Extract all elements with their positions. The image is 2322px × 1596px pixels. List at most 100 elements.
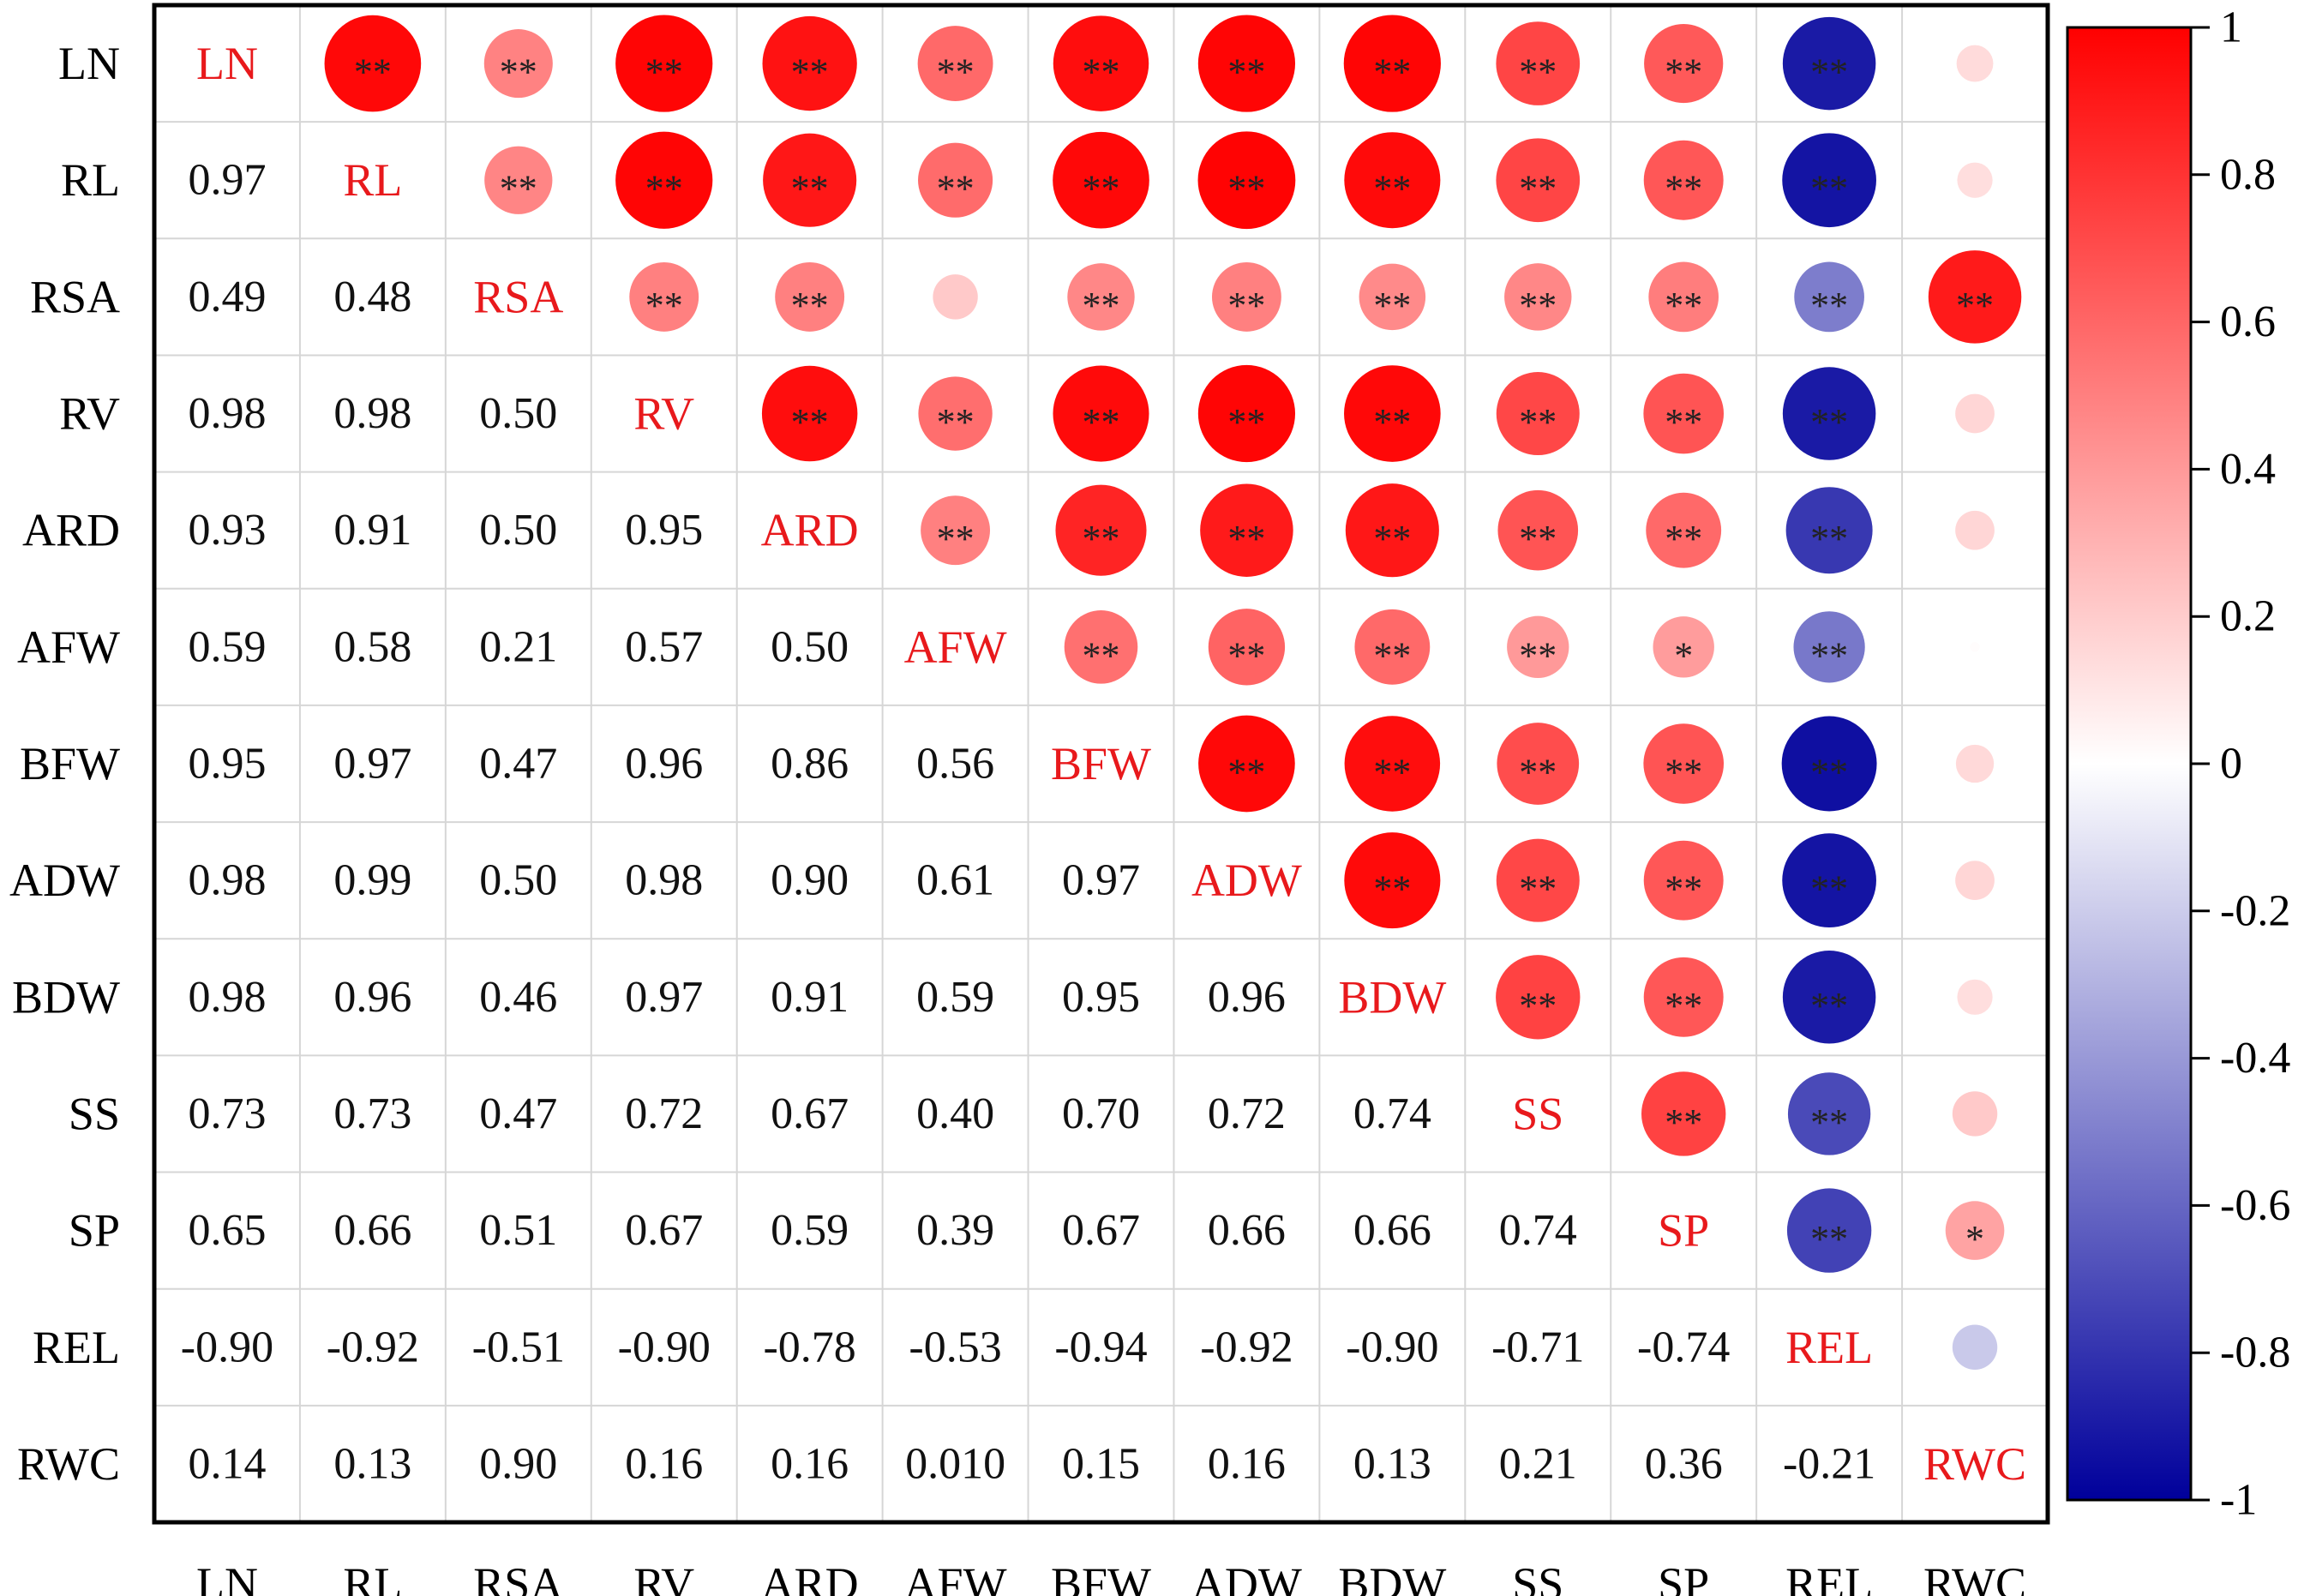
correlation-circle-bfw-sp (1643, 723, 1725, 804)
correlation-circle-bdw-sp (1643, 957, 1724, 1037)
significance-marker: ** (1227, 518, 1265, 560)
correlation-value-label: 0.70 (1062, 1089, 1140, 1138)
correlation-circle-ln-rsa (483, 29, 553, 99)
significance-marker: ** (1665, 752, 1702, 794)
x-axis-label-rsa: RSA (473, 1558, 563, 1596)
correlation-value-label: 0.61 (916, 856, 994, 905)
correlation-circle-ard-rel (1785, 487, 1873, 574)
significance-marker: ** (1665, 985, 1702, 1027)
colorbar-tick-label: -0.4 (2220, 1034, 2290, 1083)
correlation-value-label: 0.57 (625, 622, 703, 671)
correlation-value-label: 0.40 (916, 1089, 994, 1138)
y-axis-label-bdw: BDW (12, 971, 120, 1023)
correlation-circle-sp-rel (1786, 1188, 1872, 1273)
correlation-value-label: 0.36 (1645, 1439, 1723, 1488)
significance-marker: ** (645, 51, 683, 93)
significance-marker: ** (1665, 868, 1702, 910)
y-axis-label-ard: ARD (22, 505, 120, 556)
colorbar-tick-label: -0.2 (2220, 886, 2290, 935)
correlation-circle-rv-bfw (1053, 365, 1149, 462)
correlation-circle-rv-afw (918, 376, 993, 451)
significance-marker: ** (1810, 1218, 1848, 1260)
correlation-value-label: 0.95 (625, 506, 703, 555)
diagonal-label-bfw: BFW (1051, 738, 1151, 789)
y-axis-labels: LN RL RSA RV ARD AFW BFW ADW BDW SS SP REL RWC (9, 38, 120, 1490)
colorbar-tick-label: 0.8 (2220, 150, 2276, 199)
correlation-value-label: 0.50 (479, 856, 557, 905)
correlation-circle-sp-rwc (1945, 1201, 2005, 1260)
y-axis-label-ss: SS (69, 1088, 120, 1139)
colorbar-tick-label: 0 (2220, 740, 2242, 789)
significance-marker: ** (937, 168, 975, 210)
correlation-value-label: 0.010 (905, 1439, 1005, 1488)
correlation-value-label: -0.92 (327, 1323, 419, 1371)
correlation-circle-ard-ss (1497, 489, 1579, 571)
significance-marker: ** (791, 168, 829, 210)
correlation-value-label: -0.90 (1346, 1323, 1438, 1371)
correlation-value-label: 0.98 (188, 973, 266, 1022)
correlation-value-label: 0.72 (625, 1089, 703, 1138)
significance-marker: ** (1810, 634, 1848, 676)
correlation-circle-ln-bdw (1343, 15, 1441, 112)
correlation-value-label: 0.74 (1499, 1206, 1577, 1255)
correlation-circle-adw-rel (1782, 833, 1876, 928)
correlation-circle-rsa-adw (1211, 261, 1281, 332)
correlation-value-label: -0.51 (472, 1323, 565, 1371)
colorbar-tick-label: -1 (2220, 1476, 2257, 1525)
correlation-circle-rsa-rv (629, 261, 699, 332)
diagonal-label-bdw: BDW (1338, 971, 1446, 1023)
correlation-value-label: 0.98 (188, 856, 266, 905)
correlation-value-label: -0.78 (763, 1323, 855, 1371)
correlation-circle-ss-sp (1641, 1071, 1726, 1156)
correlation-value-label: 0.96 (333, 973, 411, 1022)
matrix-cells: LN ** ** ** ** ** ** ** ** ** ** **0.97 RL ** ** ** ** **… (181, 15, 2026, 1490)
correlation-value-label: 0.15 (1062, 1439, 1140, 1488)
correlation-circle-adw-ss (1496, 838, 1580, 922)
correlation-circle-rsa-rel (1794, 261, 1864, 333)
correlation-value-label: 0.99 (333, 856, 411, 905)
significance-marker: ** (1665, 1101, 1702, 1143)
correlation-circle-bfw-adw (1198, 715, 1295, 813)
diagonal-label-rwc: RWC (1923, 1438, 2026, 1490)
significance-marker: ** (791, 285, 829, 327)
correlation-circle-ln-rl (324, 15, 422, 112)
correlation-circle-afw-sp (1653, 616, 1714, 678)
colorbar-tick-label: 0.4 (2220, 445, 2276, 494)
correlation-value-label: 0.51 (479, 1206, 557, 1255)
correlation-value-label: -0.53 (909, 1323, 1001, 1371)
y-axis-label-adw: ADW (9, 855, 120, 906)
x-axis-label-rv: RV (633, 1558, 694, 1596)
correlation-value-label: 0.95 (1062, 973, 1140, 1022)
diagonal-label-rv: RV (633, 388, 694, 440)
correlation-circle-rsa-ss (1504, 263, 1572, 331)
correlation-circle-bfw-bdw (1344, 716, 1441, 812)
x-axis-label-ard: ARD (761, 1558, 859, 1596)
colorbar-tick-label: -0.8 (2220, 1329, 2290, 1377)
correlation-value-label: 0.98 (188, 389, 266, 438)
significance-marker: ** (1227, 401, 1265, 443)
correlation-circle-ln-rel (1782, 16, 1876, 111)
correlation-circle-adw-sp (1643, 840, 1724, 921)
significance-marker: ** (1810, 518, 1848, 560)
correlation-value-label: 0.67 (1062, 1206, 1140, 1255)
correlation-value-label: 0.95 (188, 740, 266, 789)
significance-marker: ** (1810, 168, 1848, 210)
x-axis-label-sp: SP (1658, 1558, 1709, 1596)
correlation-circle-rl-rsa (484, 146, 553, 214)
correlation-value-label: 0.67 (625, 1206, 703, 1255)
y-axis-label-ln: LN (58, 38, 120, 89)
correlation-value-label: 0.65 (188, 1206, 266, 1255)
correlation-value-label: 0.39 (916, 1206, 994, 1255)
correlation-value-label: 0.14 (188, 1439, 266, 1488)
x-axis-label-adw: ADW (1191, 1558, 1302, 1596)
correlation-circle-afw-rel (1793, 611, 1865, 683)
correlation-circle-afw-adw (1208, 609, 1286, 686)
correlation-circle-afw-ss (1507, 615, 1569, 679)
correlation-circle-ard-rwc (1955, 510, 1995, 550)
significance-marker: ** (1665, 285, 1702, 327)
correlation-circle-rl-ss (1496, 138, 1581, 223)
correlation-circle-ln-rwc (1956, 45, 1994, 82)
significance-marker: ** (791, 51, 829, 93)
correlation-value-label: 0.73 (188, 1089, 266, 1138)
